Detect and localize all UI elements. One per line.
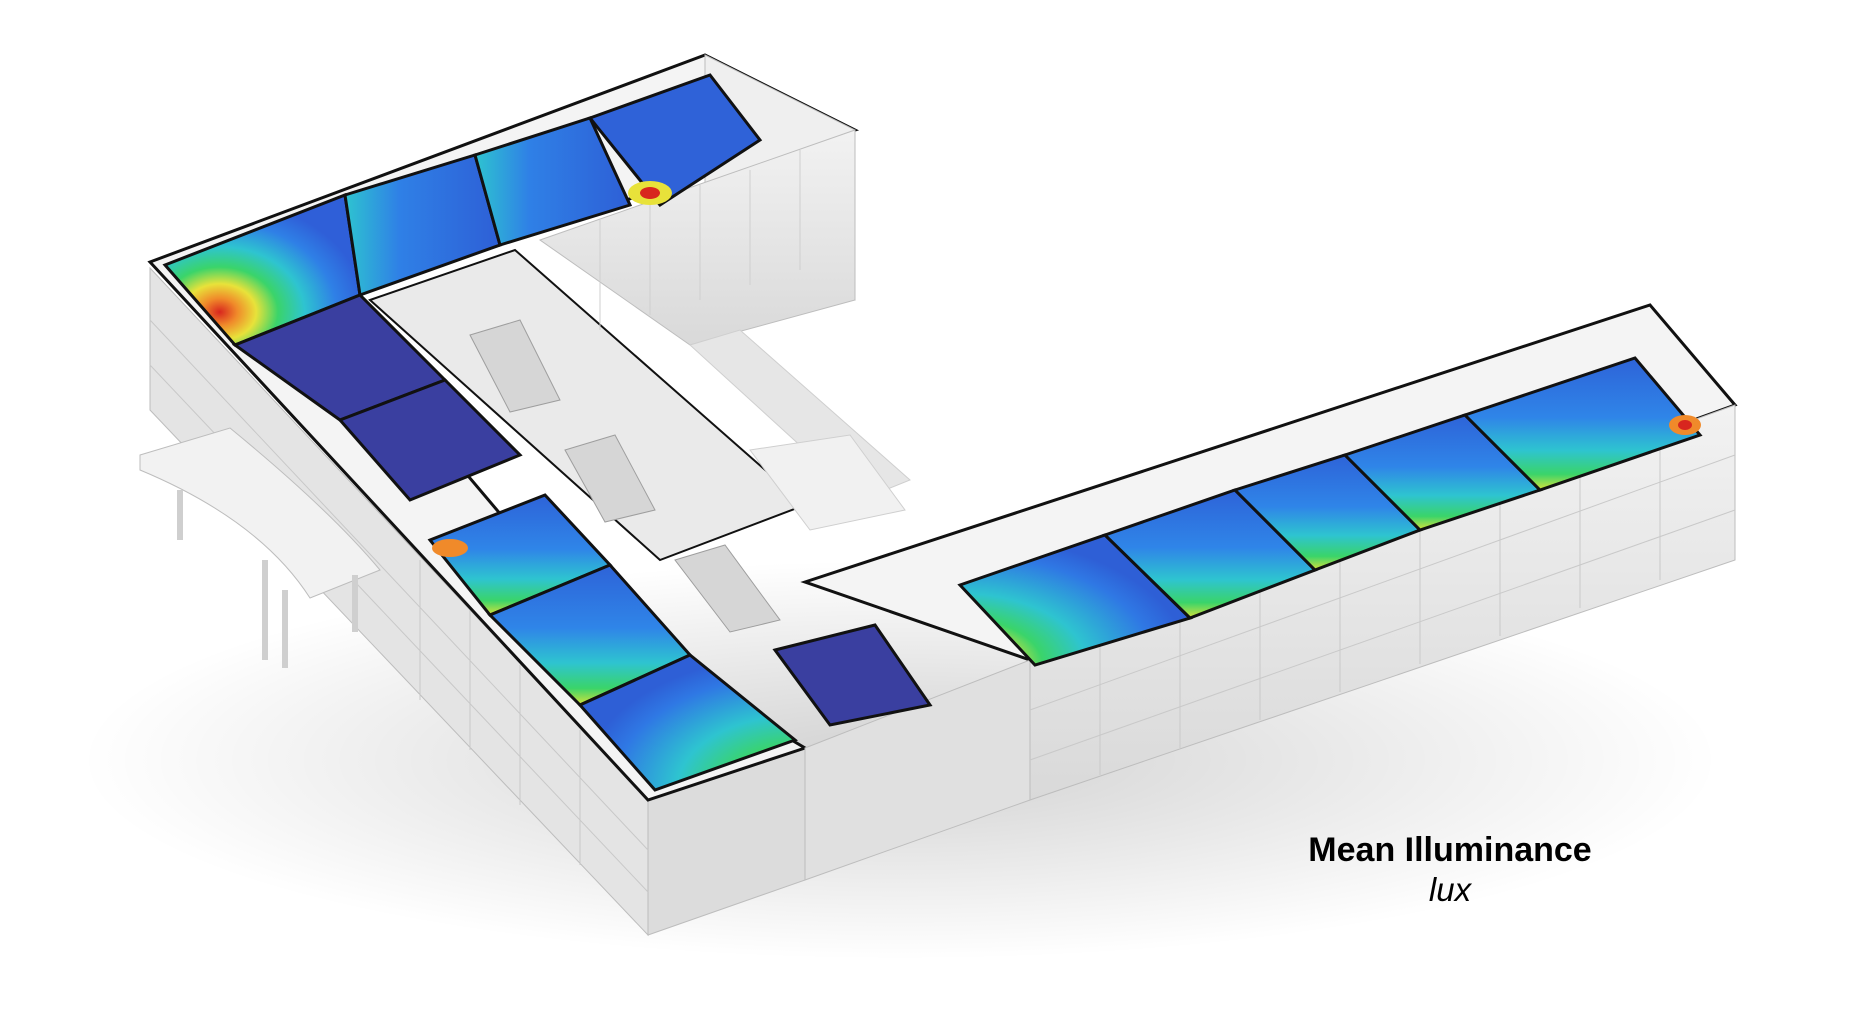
entrance-canopy	[139, 427, 381, 668]
legend-title: Mean Illuminance	[1308, 831, 1592, 869]
illuminance-rooms	[162, 73, 1703, 792]
stair-voids	[469, 319, 781, 633]
top-wing	[538, 54, 856, 346]
room-t3	[473, 116, 633, 247]
room-l3	[577, 653, 799, 792]
room-dark-2	[337, 378, 523, 502]
legend-unit: lux	[1428, 871, 1472, 908]
legend: Mean Illuminance lux	[1250, 830, 1650, 910]
room-r5	[1462, 356, 1703, 492]
room-t4	[587, 73, 763, 207]
room-dark-3	[772, 623, 933, 727]
